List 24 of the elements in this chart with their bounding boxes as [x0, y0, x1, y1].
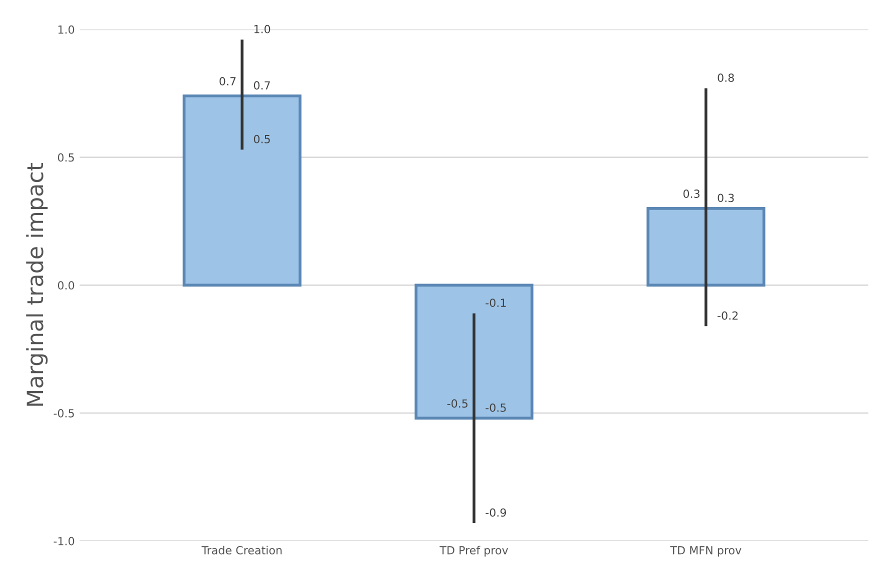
y-tick-label: 0.5	[58, 153, 74, 162]
annotation: 0.3	[683, 190, 700, 198]
x-tick-label: TD Pref prov	[440, 546, 508, 557]
annotation: -0.1	[486, 298, 506, 307]
annotation: 0.7	[220, 77, 236, 86]
annotation: -0.2	[718, 311, 738, 320]
annotation: -0.5	[486, 403, 506, 412]
bar	[646, 207, 766, 287]
annotation: 0.8	[718, 74, 734, 82]
annotation: 1.0	[254, 24, 270, 34]
y-tick-label: -1.0	[54, 536, 74, 546]
annotation: -0.9	[486, 508, 506, 517]
x-tick-label: TD MFN prov	[670, 546, 742, 557]
y-tick-label: 0.0	[58, 281, 74, 290]
annotation: 0.5	[254, 134, 270, 144]
bar	[182, 94, 302, 287]
y-axis-title: Marginal trade impact	[26, 162, 48, 406]
data-label: -0.5	[447, 399, 468, 408]
x-tick-label: Trade Creation	[202, 546, 282, 554]
y-tick-label: 1.0	[58, 25, 74, 34]
bar	[414, 284, 534, 420]
y-tick-label: -0.5	[54, 409, 74, 418]
data-label: 0.7	[254, 81, 270, 90]
data-label: 0.3	[718, 194, 734, 202]
